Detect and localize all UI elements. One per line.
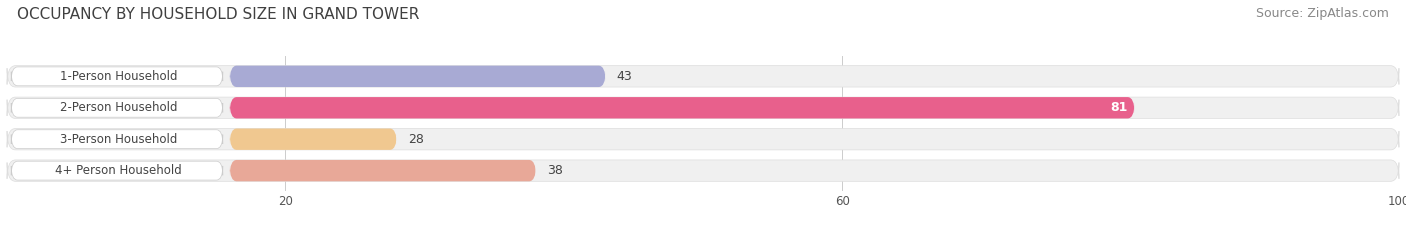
Text: 4+ Person Household: 4+ Person Household — [55, 164, 181, 177]
Text: OCCUPANCY BY HOUSEHOLD SIZE IN GRAND TOWER: OCCUPANCY BY HOUSEHOLD SIZE IN GRAND TOW… — [17, 7, 419, 22]
FancyBboxPatch shape — [7, 160, 1399, 181]
Text: 38: 38 — [547, 164, 562, 177]
Text: 81: 81 — [1111, 101, 1128, 114]
Text: 43: 43 — [617, 70, 633, 83]
Text: 1-Person Household: 1-Person Household — [59, 70, 177, 83]
FancyBboxPatch shape — [7, 129, 1399, 150]
FancyBboxPatch shape — [11, 161, 222, 180]
FancyBboxPatch shape — [7, 66, 1399, 87]
FancyBboxPatch shape — [11, 98, 222, 117]
FancyBboxPatch shape — [7, 97, 1399, 118]
FancyBboxPatch shape — [229, 97, 1135, 118]
Text: 28: 28 — [408, 133, 423, 146]
FancyBboxPatch shape — [229, 129, 396, 150]
Text: 2-Person Household: 2-Person Household — [59, 101, 177, 114]
Text: Source: ZipAtlas.com: Source: ZipAtlas.com — [1256, 7, 1389, 20]
FancyBboxPatch shape — [11, 67, 222, 86]
FancyBboxPatch shape — [11, 130, 222, 149]
FancyBboxPatch shape — [229, 66, 606, 87]
FancyBboxPatch shape — [229, 160, 536, 181]
Text: 3-Person Household: 3-Person Household — [59, 133, 177, 146]
